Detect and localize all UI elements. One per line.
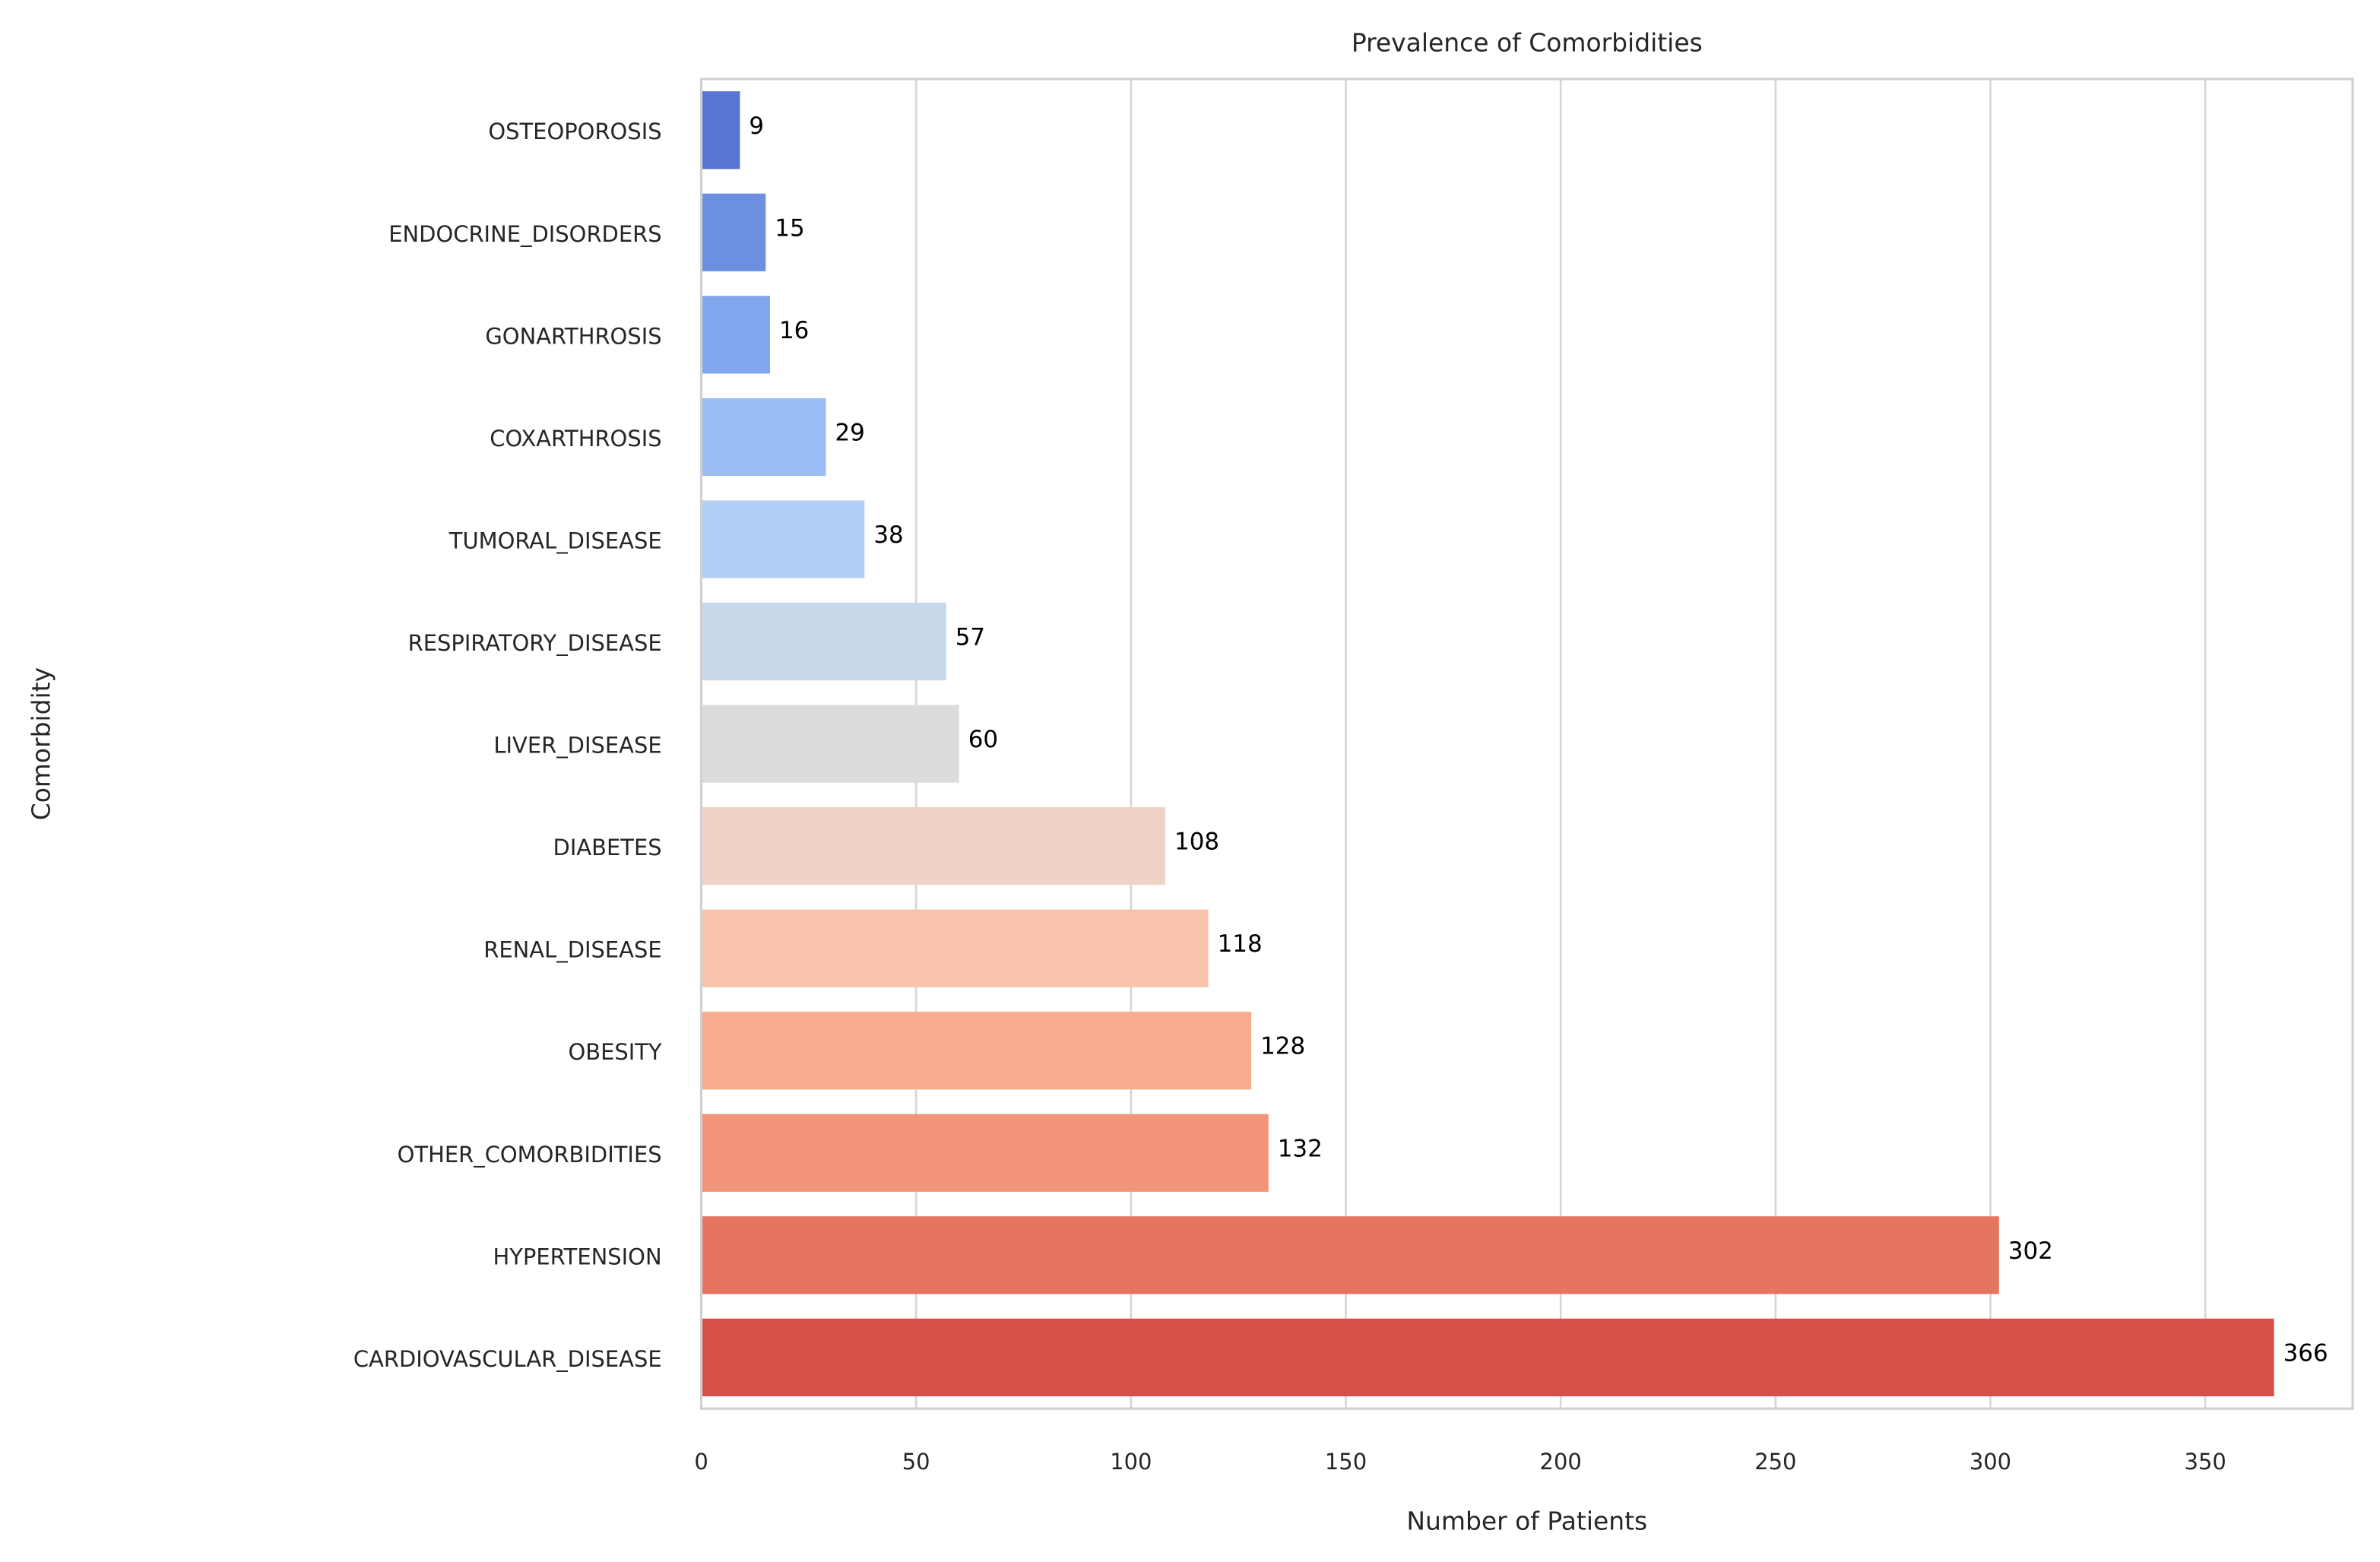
x-tick-label: 250 [1754, 1449, 1796, 1475]
x-tick-label: 0 [694, 1449, 708, 1475]
y-axis-title: Comorbidity [26, 667, 55, 820]
x-tick-label: 150 [1325, 1449, 1367, 1475]
bar [701, 296, 770, 374]
plot-frame [699, 78, 2354, 1410]
bar [701, 807, 1166, 886]
x-tick-label: 100 [1110, 1449, 1152, 1475]
y-tick-label: HYPERTENSION [493, 1244, 662, 1269]
bar [701, 91, 740, 170]
y-tick-label: DIABETES [553, 835, 662, 860]
y-tick-label: TUMORAL_DISEASE [448, 528, 662, 553]
value-label: 366 [2283, 1339, 2328, 1367]
value-label: 108 [1174, 829, 1219, 856]
value-label: 60 [968, 726, 998, 753]
value-label: 132 [1278, 1135, 1323, 1162]
y-tick-label: CARDIOVASCULAR_DISEASE [353, 1346, 662, 1372]
y-tick-label: ENDOCRINE_DISORDERS [388, 221, 661, 247]
bar [701, 909, 1209, 987]
value-label: 118 [1218, 930, 1263, 958]
value-label: 302 [2008, 1237, 2053, 1265]
bar [701, 1114, 1269, 1192]
chart-title: Prevalence of Comorbidities [1352, 28, 1703, 58]
y-tick-label: OTHER_COMORBIDITIES [398, 1142, 662, 1168]
x-tick-label: 200 [1540, 1449, 1582, 1475]
y-tick-label: RESPIRATORY_DISEASE [408, 630, 662, 656]
x-tick-label: 50 [902, 1449, 930, 1475]
value-label: 16 [779, 317, 809, 344]
y-tick-label: LIVER_DISEASE [493, 733, 661, 759]
value-label: 38 [873, 521, 903, 549]
value-label: 15 [775, 214, 804, 242]
bar [701, 1216, 1999, 1294]
bar [701, 500, 865, 578]
value-label: 9 [749, 112, 764, 140]
x-axis-title: Number of Patients [1406, 1506, 1647, 1535]
x-tick-label: 350 [2185, 1449, 2226, 1475]
bar [701, 705, 959, 783]
y-tick-label: OSTEOPOROSIS [488, 119, 661, 144]
bar [701, 398, 826, 477]
y-tick-label: OBESITY [568, 1039, 661, 1065]
bar [701, 1318, 2274, 1397]
bar [701, 193, 766, 271]
bar [701, 1012, 1252, 1090]
y-tick-label: RENAL_DISEASE [483, 937, 661, 963]
y-tick-label: COXARTHROSIS [490, 426, 661, 451]
value-label: 57 [955, 624, 985, 651]
x-tick-label: 300 [1970, 1449, 2011, 1475]
y-tick-label: GONARTHROSIS [485, 323, 661, 349]
value-label: 128 [1260, 1033, 1305, 1060]
value-label: 29 [835, 419, 864, 446]
bar [701, 602, 946, 681]
